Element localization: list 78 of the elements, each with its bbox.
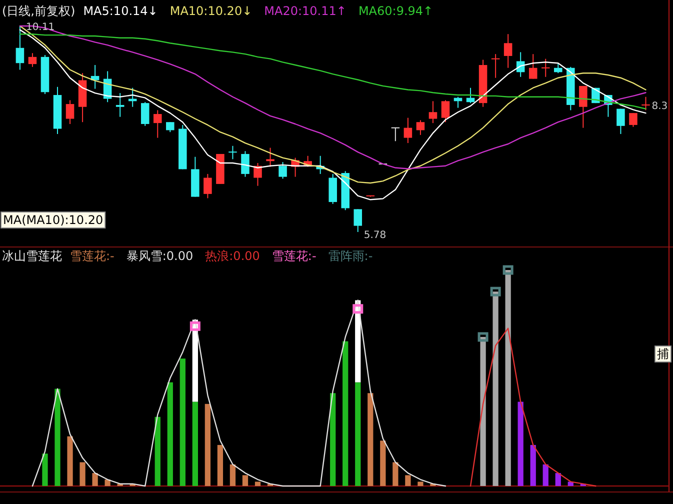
bar <box>555 473 561 486</box>
point <box>352 304 364 314</box>
bar <box>192 402 198 486</box>
candlestick <box>154 110 162 138</box>
candlestick <box>266 147 274 168</box>
annotation: 8.3 <box>652 100 668 112</box>
bar <box>330 393 336 486</box>
bar <box>355 382 361 486</box>
candlestick <box>504 34 512 68</box>
bar <box>530 444 536 486</box>
text: 雪莲花:- <box>272 249 316 263</box>
bar <box>480 336 486 486</box>
candlestick <box>416 120 425 136</box>
bar <box>518 402 524 486</box>
candlestick <box>140 102 150 126</box>
candlestick <box>579 85 588 128</box>
point <box>502 265 514 275</box>
candlestick <box>428 100 438 124</box>
bar <box>368 393 374 486</box>
candlestick <box>491 54 500 78</box>
bar <box>154 416 160 486</box>
candlestick <box>616 108 625 134</box>
point <box>490 286 501 296</box>
point <box>478 332 488 342</box>
text: MA5:10.14↓ <box>83 4 158 18</box>
candlestick <box>28 52 37 68</box>
candlestick <box>16 26 24 70</box>
text: 雪莲花:- <box>70 249 114 263</box>
bar <box>505 270 511 486</box>
bar <box>167 382 173 486</box>
candlestick <box>254 162 262 186</box>
text: 雷阵雨:- <box>328 249 373 263</box>
point <box>190 321 200 331</box>
candlestick <box>66 100 74 125</box>
text: MA60:9.94↑ <box>358 4 434 18</box>
bar <box>542 464 548 486</box>
candlestick <box>228 145 237 160</box>
bar <box>242 475 248 486</box>
annotation: 捕 <box>657 347 669 361</box>
candlestick <box>391 127 400 142</box>
candlestick <box>541 58 550 78</box>
chart-title: (日线,前复权) <box>2 4 76 18</box>
bar <box>492 292 498 486</box>
bar <box>217 444 224 486</box>
bar <box>204 404 211 486</box>
bar <box>54 388 60 486</box>
bar <box>405 475 411 486</box>
text: MA20:10.11↑ <box>264 4 346 18</box>
bar <box>230 464 236 486</box>
bar <box>80 462 86 486</box>
annotation: MA(MA10):10.20 <box>3 213 104 227</box>
candlestick <box>354 208 362 232</box>
candlestick <box>166 122 174 133</box>
candlestick <box>404 117 412 144</box>
candlestick <box>116 92 124 118</box>
text: 暴风雪:0.00 <box>126 249 194 263</box>
bar <box>254 482 261 486</box>
candlestick <box>441 100 450 123</box>
annotation: 5.78 <box>364 230 386 241</box>
text: MA10:10.20↓ <box>170 4 252 18</box>
candlestick <box>554 62 562 74</box>
bar <box>67 436 73 486</box>
bar <box>180 358 186 486</box>
bar <box>92 473 98 486</box>
candlestick <box>278 162 287 180</box>
candlestick <box>204 173 212 199</box>
chart-title: 冰山雪莲花 <box>2 249 62 263</box>
bar <box>392 462 398 486</box>
candlestick <box>629 112 638 128</box>
candlestick <box>528 54 538 80</box>
bar <box>342 341 348 486</box>
text: 热浪:0.00 <box>205 249 260 263</box>
bar <box>418 482 424 486</box>
candlestick <box>642 96 650 111</box>
candlestick <box>466 87 475 104</box>
bar <box>42 454 48 486</box>
candlestick <box>241 150 250 178</box>
bar <box>380 440 386 486</box>
